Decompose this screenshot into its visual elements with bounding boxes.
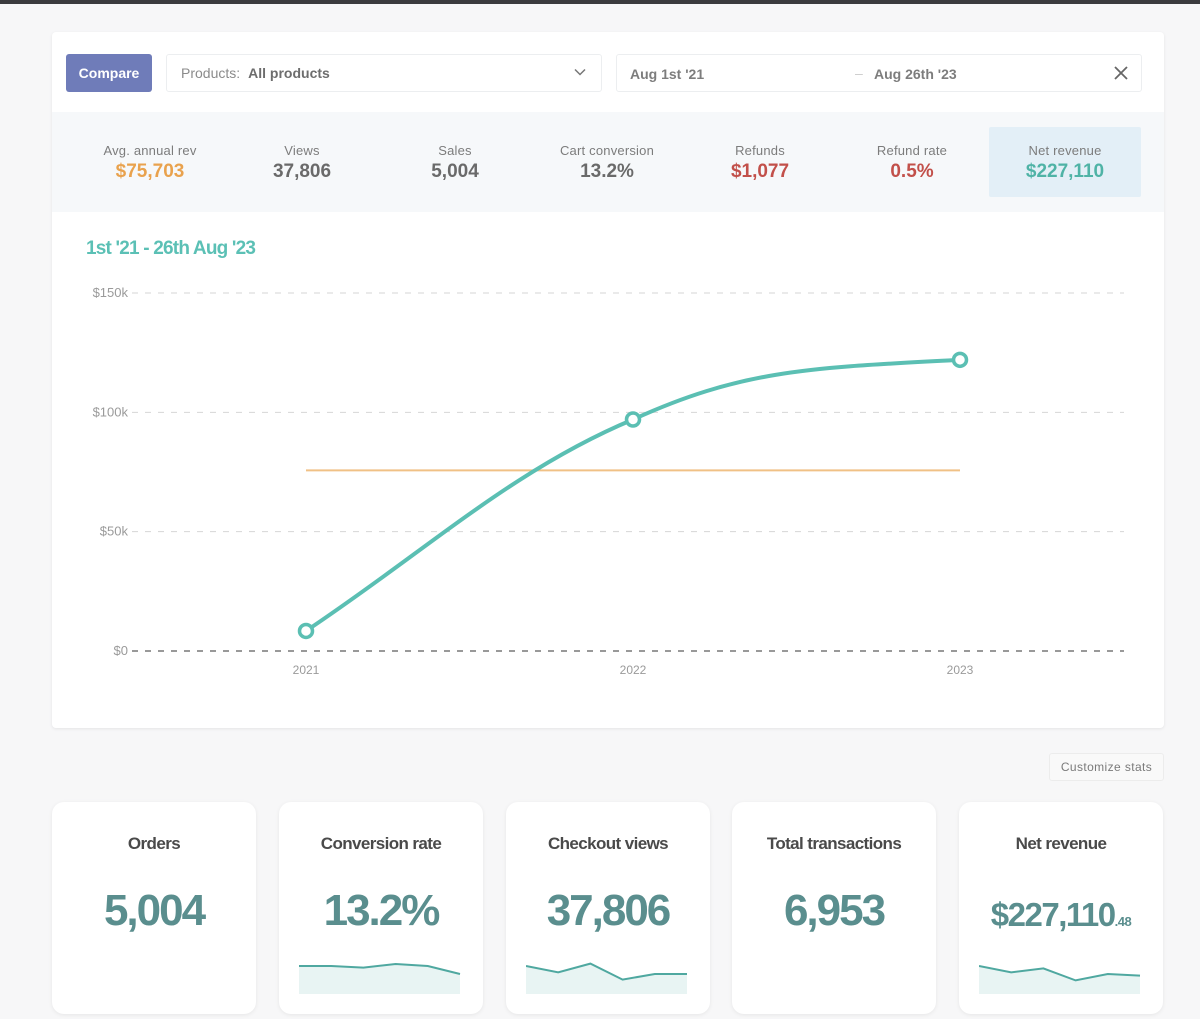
data-point[interactable] [297, 622, 315, 640]
stat-avg-annual-rev[interactable]: Avg. annual rev $75,703 [74, 127, 226, 197]
stat-title: Refunds [735, 143, 785, 158]
stat-title: Avg. annual rev [103, 143, 197, 158]
card-title: Total transactions [766, 834, 902, 853]
stat-title: Cart conversion [559, 143, 655, 158]
card-value-main: 5,004 [103, 886, 206, 935]
x-tick-label: 2023 [947, 663, 974, 677]
stat-title: Sales [438, 143, 472, 158]
card-value: 5,004 [52, 886, 256, 936]
data-point[interactable] [624, 411, 642, 428]
summary-stats-bar: Avg. annual rev $75,703 Views 37,806 Sales 5,… [52, 112, 1164, 212]
y-tick-label: $150k [93, 285, 129, 300]
stat-value: 0.5% [890, 161, 934, 182]
filter-toolbar: Compare Products: All products Aug 1st '… [52, 32, 1164, 112]
stat-value: 13.2% [580, 161, 634, 182]
card-title: Net revenue [1015, 834, 1107, 853]
card-total-transactions[interactable]: Total transactions 6,953 [732, 802, 936, 1014]
sparkline-area [299, 964, 460, 994]
card-title: Conversion rate [320, 834, 442, 853]
y-tick-label: $0 [114, 643, 128, 658]
card-value: $227,110.48 [959, 896, 1163, 934]
stat-title: Refund rate [876, 143, 948, 158]
products-select[interactable]: Products: All products [166, 54, 602, 92]
stat-title: Net revenue [1028, 143, 1102, 158]
sparkline-line [526, 962, 687, 981]
card-value-cents: .48 [1114, 914, 1132, 929]
stat-title: Views [284, 143, 320, 158]
card-value: 37,806 [506, 886, 710, 936]
stat-value: 37,806 [272, 161, 332, 182]
stat-refund-rate[interactable]: Refund rate 0.5% [836, 127, 988, 197]
revenue-line-chart: $0 $50k $100k $150k 2021 2022 2023 [93, 285, 1124, 677]
stat-net-revenue[interactable]: Net revenue $227,110 [989, 127, 1141, 197]
stat-value: 5,004 [431, 161, 479, 182]
sparkline [979, 965, 1141, 994]
card-title: Orders [127, 834, 181, 853]
y-tick-label: $100k [93, 404, 129, 419]
card-net-revenue[interactable]: Net revenue $227,110.48 [959, 802, 1163, 1014]
products-value: All products [248, 65, 330, 81]
date-separator: – [855, 65, 863, 81]
card-conversion-rate[interactable]: Conversion rate 13.2% [279, 802, 483, 1014]
card-checkout-views[interactable]: Checkout views 37,806 [506, 802, 710, 1014]
stat-value: $1,077 [730, 161, 790, 182]
y-tick-label: $50k [100, 524, 129, 539]
chart-title: 1st '21 - 26th Aug '23 [86, 238, 256, 259]
close-icon[interactable] [1111, 63, 1131, 83]
card-value-main: 13.2% [323, 886, 441, 935]
x-tick-label: 2022 [620, 663, 647, 677]
stat-views[interactable]: Views 37,806 [226, 127, 378, 197]
compare-button[interactable]: Compare [66, 54, 152, 92]
sparkline-area [979, 966, 1140, 994]
stat-refunds[interactable]: Refunds $1,077 [684, 127, 836, 197]
sparkline-line [299, 962, 461, 975]
window-top-bar [0, 0, 1200, 4]
stat-sales[interactable]: Sales 5,004 [379, 127, 531, 197]
stat-cart-conversion[interactable]: Cart conversion 13.2% [531, 127, 683, 197]
date-from-input[interactable]: Aug 1st '21 [630, 66, 705, 82]
net-revenue-line [304, 357, 962, 633]
sparkline-area [526, 963, 687, 994]
x-tick-label: 2021 [293, 663, 320, 677]
sparkline [299, 962, 461, 994]
card-value-main: 6,953 [783, 886, 886, 935]
date-range-picker[interactable]: Aug 1st '21 – Aug 26th '23 [616, 54, 1142, 92]
card-title: Checkout views [547, 834, 669, 853]
stat-value: $75,703 [115, 161, 185, 182]
chevron-down-icon [574, 68, 586, 76]
analytics-panel: Compare Products: All products Aug 1st '… [52, 32, 1164, 728]
stat-value: $227,110 [1025, 161, 1105, 182]
data-point[interactable] [951, 351, 969, 369]
products-label: Products: [181, 65, 241, 81]
sparkline [526, 962, 687, 994]
customize-stats-button[interactable]: Customize stats [1049, 753, 1164, 781]
sparkline-line [979, 965, 1141, 982]
card-value: 13.2% [279, 886, 483, 936]
card-value: 6,953 [732, 886, 936, 936]
card-value-main: $227,110 [990, 896, 1116, 933]
card-orders[interactable]: Orders 5,004 [52, 802, 256, 1014]
card-value-main: 37,806 [546, 886, 672, 935]
date-to-input[interactable]: Aug 26th '23 [874, 66, 957, 82]
